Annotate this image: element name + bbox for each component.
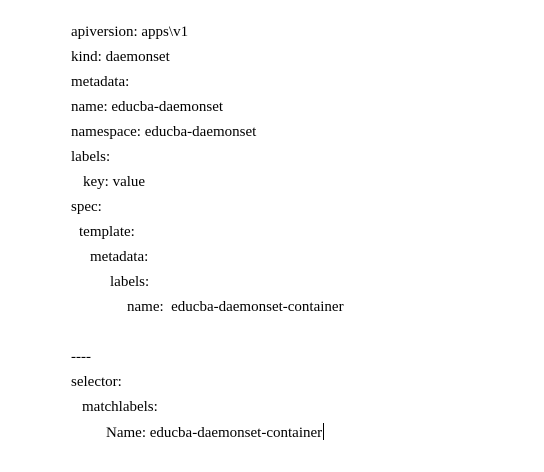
line-template-metadata: metadata: xyxy=(90,249,149,265)
line-metadata: metadata: xyxy=(71,74,130,90)
line-container-name: name: educba-daemonset-container xyxy=(127,299,344,315)
line-template: template: xyxy=(79,224,135,240)
line-namespace: namespace: educba-daemonset xyxy=(71,124,257,140)
line-name: name: educba-daemonset xyxy=(71,99,224,115)
line-labels: labels: xyxy=(71,149,111,165)
line-separator: ---- xyxy=(71,349,91,365)
line-apiversion: apiversion: apps\v1 xyxy=(71,24,189,40)
line-matchlabels: matchlabels: xyxy=(82,399,158,415)
line-selector-name: Name: educba-daemonset-container xyxy=(106,423,325,442)
line-selector: selector: xyxy=(71,374,122,390)
line-selector-name-text: Name: educba-daemonset-container xyxy=(106,425,323,441)
line-key-value: key: value xyxy=(83,174,146,190)
text-cursor xyxy=(323,423,325,440)
line-kind: kind: daemonset xyxy=(71,49,170,65)
line-template-labels: labels: xyxy=(110,274,150,290)
line-spec: spec: xyxy=(71,199,102,215)
